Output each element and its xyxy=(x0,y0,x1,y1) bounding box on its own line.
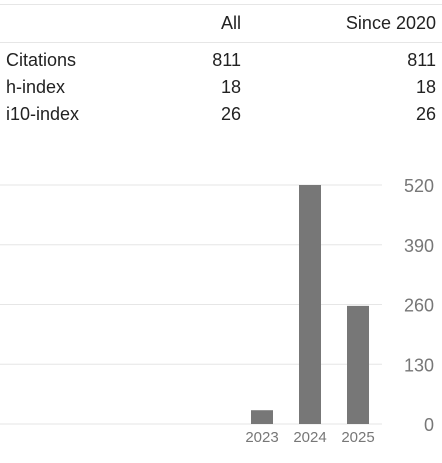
header-since-2020[interactable]: Since 2020 xyxy=(345,13,436,33)
bar-2024[interactable] xyxy=(299,185,321,424)
i10-index-since-value: 26 xyxy=(415,104,436,124)
top-divider xyxy=(0,4,442,5)
row-label-i10-index: i10-index xyxy=(6,104,80,124)
stats-body: Citations 811 811 h-index 18 18 i10-inde… xyxy=(0,46,442,127)
citations-all-value: 811 xyxy=(212,50,241,70)
chart-bars xyxy=(251,185,369,424)
x-tick-label-2024: 2024 xyxy=(293,429,326,446)
stats-row-i10-index: i10-index 26 26 xyxy=(0,100,442,127)
y-tick-label: 260 xyxy=(404,296,434,316)
h-index-all-value: 18 xyxy=(220,77,241,97)
chart-x-axis: 2023 2024 2025 xyxy=(245,429,374,446)
bar-2025[interactable] xyxy=(347,305,369,424)
y-tick-label: 0 xyxy=(424,415,434,435)
citation-stats-table: All Since 2020 xyxy=(0,5,442,43)
citations-since-value: 811 xyxy=(407,50,436,70)
citations-per-year-chart: 520 390 260 130 0 2023 2024 2025 xyxy=(0,176,434,446)
stats-row-h-index: h-index 18 18 xyxy=(0,73,442,100)
i10-index-all-value: 26 xyxy=(220,104,241,124)
row-label-h-index: h-index xyxy=(6,77,66,97)
header-all[interactable]: All xyxy=(220,13,241,33)
h-index-since-value: 18 xyxy=(415,77,436,97)
stats-header-row: All Since 2020 xyxy=(0,5,442,43)
y-tick-label: 390 xyxy=(404,236,434,256)
bar-2023[interactable] xyxy=(251,410,273,424)
x-tick-label-2023: 2023 xyxy=(245,429,278,446)
stats-row-citations: Citations 811 811 xyxy=(0,46,442,73)
chart-gridlines xyxy=(0,184,382,425)
y-tick-label: 130 xyxy=(404,355,434,375)
x-tick-label-2025: 2025 xyxy=(341,429,374,446)
y-tick-label: 520 xyxy=(404,176,434,196)
chart-y-axis: 520 390 260 130 0 xyxy=(404,176,434,435)
row-label-citations: Citations xyxy=(6,50,77,70)
